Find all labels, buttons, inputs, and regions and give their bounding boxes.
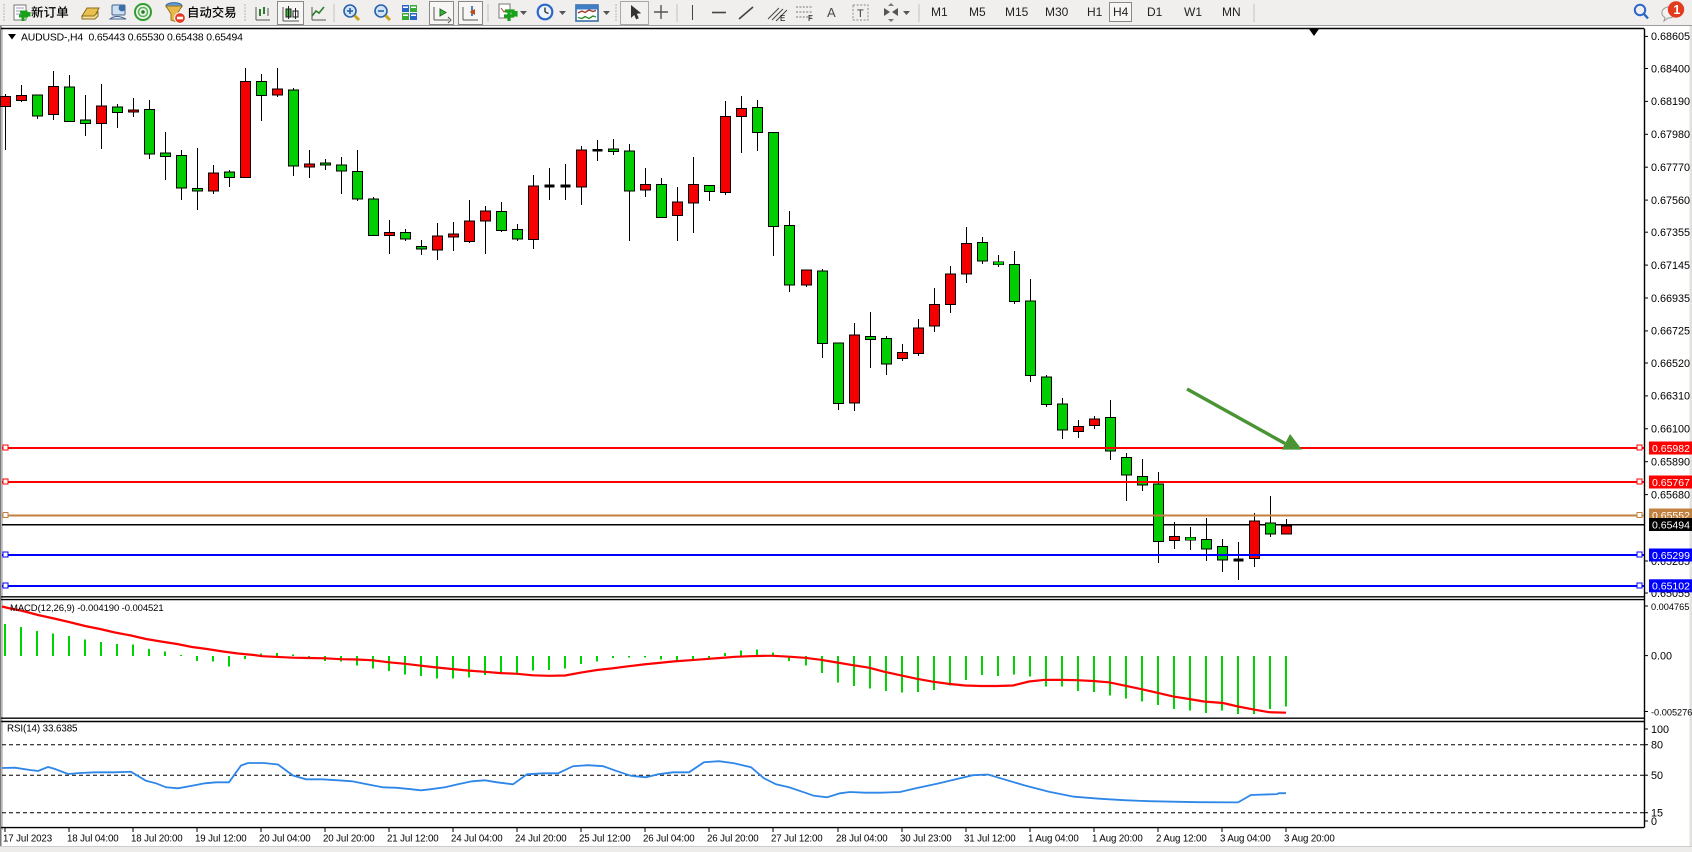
- svg-text:18 Jul 04:00: 18 Jul 04:00: [67, 834, 119, 845]
- svg-text:F: F: [808, 14, 813, 23]
- svg-text:0.67560: 0.67560: [1651, 195, 1690, 207]
- svg-text:18 Jul 20:00: 18 Jul 20:00: [131, 834, 183, 845]
- svg-text:0.65982: 0.65982: [1652, 443, 1690, 455]
- svg-text:1 Aug 04:00: 1 Aug 04:00: [1028, 834, 1079, 845]
- svg-text:AUDUSD-,H4 0.65443 0.65530 0.: AUDUSD-,H4 0.65443 0.65530 0.65438 0.654…: [21, 33, 243, 44]
- svg-text:26 Jul 04:00: 26 Jul 04:00: [643, 834, 695, 845]
- svg-text:0.66520: 0.66520: [1651, 358, 1690, 370]
- svg-text:80: 80: [1651, 740, 1663, 752]
- svg-text:MACD(12,26,9) -0.004190 -0.004: MACD(12,26,9) -0.004190 -0.004521: [10, 603, 164, 614]
- svg-text:0.68605: 0.68605: [1651, 31, 1690, 43]
- svg-text:A: A: [827, 5, 836, 20]
- svg-text:1: 1: [1673, 3, 1680, 17]
- svg-text:20 Jul 04:00: 20 Jul 04:00: [259, 834, 311, 845]
- svg-text:24 Jul 20:00: 24 Jul 20:00: [515, 834, 567, 845]
- svg-text:0.68190: 0.68190: [1651, 96, 1690, 108]
- svg-text:24 Jul 04:00: 24 Jul 04:00: [451, 834, 503, 845]
- svg-text:0.65102: 0.65102: [1652, 581, 1690, 593]
- svg-text:28 Jul 04:00: 28 Jul 04:00: [836, 834, 888, 845]
- svg-text:0.65890: 0.65890: [1651, 457, 1690, 469]
- svg-text:0.65767: 0.65767: [1652, 477, 1690, 489]
- svg-text:0.66935: 0.66935: [1651, 293, 1690, 305]
- svg-text:1 Aug 20:00: 1 Aug 20:00: [1092, 834, 1143, 845]
- svg-text:0.66100: 0.66100: [1651, 424, 1690, 436]
- svg-text:2 Aug 12:00: 2 Aug 12:00: [1156, 834, 1207, 845]
- svg-text:30 Jul 23:00: 30 Jul 23:00: [900, 834, 952, 845]
- svg-text:0: 0: [1651, 816, 1657, 828]
- svg-text:3 Aug 04:00: 3 Aug 04:00: [1220, 834, 1271, 845]
- svg-text:25 Jul 12:00: 25 Jul 12:00: [579, 834, 631, 845]
- svg-text:0.66725: 0.66725: [1651, 326, 1690, 338]
- svg-text:50: 50: [1651, 770, 1663, 782]
- svg-text:31 Jul 12:00: 31 Jul 12:00: [964, 834, 1016, 845]
- svg-text:17 Jul 2023: 17 Jul 2023: [3, 834, 52, 845]
- svg-text:19 Jul 12:00: 19 Jul 12:00: [195, 834, 247, 845]
- svg-text:-0.005276: -0.005276: [1651, 707, 1692, 717]
- svg-text:20 Jul 20:00: 20 Jul 20:00: [323, 834, 375, 845]
- svg-text:0.65299: 0.65299: [1652, 550, 1690, 562]
- svg-text:27 Jul 12:00: 27 Jul 12:00: [771, 834, 823, 845]
- svg-text:0.65680: 0.65680: [1651, 489, 1690, 501]
- svg-text:RSI(14) 33.6385: RSI(14) 33.6385: [7, 724, 78, 735]
- svg-text:0.67145: 0.67145: [1651, 260, 1690, 272]
- svg-text:0.68400: 0.68400: [1651, 63, 1690, 75]
- svg-text:3 Aug 20:00: 3 Aug 20:00: [1284, 834, 1335, 845]
- svg-text:0.67980: 0.67980: [1651, 129, 1690, 141]
- svg-text:100: 100: [1651, 724, 1669, 736]
- svg-text:0.65494: 0.65494: [1652, 519, 1690, 531]
- svg-text:0.67770: 0.67770: [1651, 162, 1690, 174]
- svg-text:T: T: [857, 8, 864, 20]
- svg-text:0.67355: 0.67355: [1651, 227, 1690, 239]
- svg-text:15: 15: [1651, 808, 1663, 820]
- svg-text:0.004765: 0.004765: [1651, 602, 1689, 612]
- svg-text:0.00: 0.00: [1651, 650, 1672, 662]
- svg-text:21 Jul 12:00: 21 Jul 12:00: [387, 834, 439, 845]
- svg-text:0.66310: 0.66310: [1651, 391, 1690, 403]
- svg-text:26 Jul 20:00: 26 Jul 20:00: [707, 834, 759, 845]
- svg-text:E: E: [780, 14, 785, 23]
